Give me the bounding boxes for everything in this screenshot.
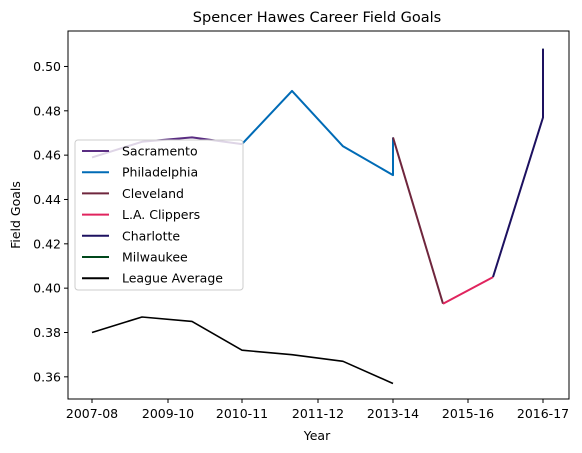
y-axis-title: Field Goals — [8, 181, 23, 249]
y-tick-label: 0.46 — [33, 148, 61, 163]
series-line-l-a-clippers — [442, 276, 494, 305]
legend-box — [74, 139, 244, 291]
x-tick-label: 2016-17 — [517, 406, 569, 421]
y-tick-label: 0.44 — [33, 192, 61, 207]
x-tick-label: 2009-10 — [142, 406, 194, 421]
legend-label: L.A. Clippers — [122, 207, 200, 222]
series-line-philadelphia — [241, 89, 394, 177]
y-tick-label: 0.50 — [33, 59, 61, 74]
series-line-league-average — [91, 316, 394, 385]
legend-label: League Average — [122, 271, 223, 286]
legend-label: Milwaukee — [122, 250, 188, 265]
y-tick-label: 0.40 — [33, 281, 61, 296]
y-axis: 0.36 0.38 0.40 0.42 0.44 0.46 0.48 0.50 — [33, 59, 68, 384]
x-tick-label: 2013-14 — [367, 406, 419, 421]
legend: Sacramento Philadelphia Cleveland L.A. Clip… — [74, 139, 244, 291]
x-axis-title: Year — [303, 428, 331, 443]
legend-label: Sacramento — [122, 144, 198, 159]
legend-label: Philadelphia — [122, 165, 198, 180]
y-tick-label: 0.36 — [33, 369, 61, 384]
legend-label: Charlotte — [122, 228, 180, 243]
x-tick-label: 2011-12 — [292, 406, 344, 421]
x-tick-label: 2007-08 — [66, 406, 118, 421]
y-tick-label: 0.42 — [33, 236, 61, 251]
series-line-charlotte — [492, 48, 544, 278]
series-line-cleveland — [392, 137, 444, 304]
y-tick-label: 0.38 — [33, 325, 61, 340]
y-tick-label: 0.48 — [33, 103, 61, 118]
x-tick-label: 2010-11 — [216, 406, 268, 421]
chart-title: Spencer Hawes Career Field Goals — [193, 10, 441, 26]
legend-label: Cleveland — [122, 186, 184, 201]
x-tick-label: 2015-16 — [442, 406, 494, 421]
x-axis: 2007-08 2009-10 2010-11 2011-12 2013-14 2015-… — [66, 399, 569, 421]
